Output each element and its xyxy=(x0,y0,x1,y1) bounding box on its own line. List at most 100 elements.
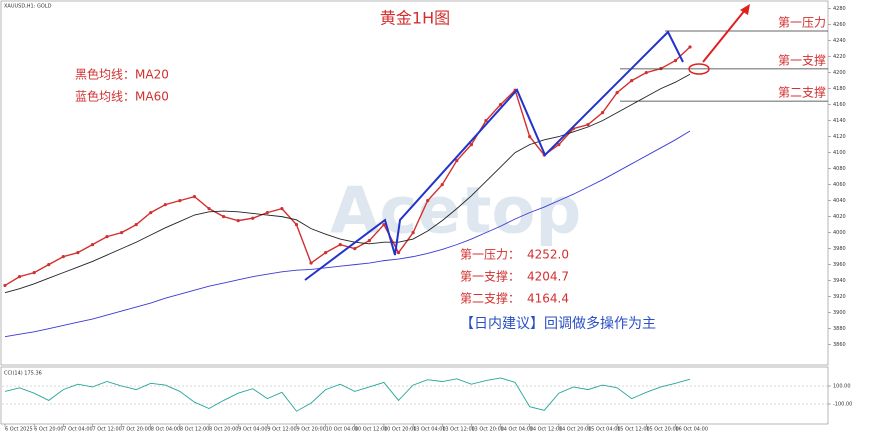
x-tick-label: 10 Oct 20:00 xyxy=(384,427,417,433)
y-tick-label: 3880 xyxy=(833,326,846,332)
y-tick-label: 4180 xyxy=(833,86,846,92)
price-point xyxy=(353,247,357,251)
price-point xyxy=(178,199,182,203)
advice: 【日内建议】回调做多操作为主 xyxy=(460,315,656,332)
price-point xyxy=(688,45,692,49)
y-tick-label: 3860 xyxy=(833,342,846,348)
x-tick-label: 14 Oct 20:00 xyxy=(559,427,592,433)
price-point xyxy=(644,71,648,75)
price-point xyxy=(61,255,65,259)
price-point xyxy=(615,91,619,95)
circle-marker xyxy=(688,63,710,75)
x-tick-label: 7 Oct 04:00 xyxy=(63,427,92,433)
x-tick-label: 10 Oct 12:00 xyxy=(355,427,388,433)
y-tick-label: 4120 xyxy=(833,134,846,140)
price-point xyxy=(411,231,415,235)
x-tick-label: 8 Oct 20:00 xyxy=(209,427,238,433)
price-point xyxy=(673,59,678,63)
y-tick-label: 4060 xyxy=(833,182,846,188)
x-tick-label: 16 Oct 04:00 xyxy=(675,427,708,433)
series-line xyxy=(4,130,691,338)
x-tick-label: 14 Oct 04:00 xyxy=(501,427,534,433)
symbol: XAUUSD,H1: GOLD xyxy=(4,4,52,10)
price-point xyxy=(236,219,240,223)
cci-title: CCI(14) 175.36 xyxy=(4,371,42,377)
y-tick-label: 4100 xyxy=(833,150,846,156)
y-tick-label: 4040 xyxy=(833,198,846,204)
price-point xyxy=(251,216,255,220)
legend-text: 黑色均线：MA20 xyxy=(75,68,169,82)
watermark: Acetop xyxy=(330,175,581,249)
y-tick-label: 4160 xyxy=(833,102,846,108)
price-point xyxy=(149,211,153,215)
series-line xyxy=(4,46,691,287)
price-point xyxy=(469,143,473,147)
level-name: 第一压力 xyxy=(778,16,826,30)
y-tick-label: 3960 xyxy=(833,262,846,268)
y-tick-label: 4000 xyxy=(833,230,846,236)
price-point xyxy=(426,199,430,203)
price-point xyxy=(207,207,211,211)
y-tick-label: 3940 xyxy=(833,278,846,284)
price-point xyxy=(134,223,138,227)
level-caption: 第一支撑： xyxy=(460,269,520,284)
y-tick-label: 3900 xyxy=(833,310,846,316)
price-point xyxy=(32,271,36,275)
x-tick-label: 15 Oct 04:00 xyxy=(588,427,621,433)
price-point xyxy=(265,211,269,215)
price-point xyxy=(163,203,167,207)
price-point xyxy=(47,263,51,267)
price-point xyxy=(586,123,590,127)
price-point xyxy=(3,283,7,288)
price-point xyxy=(222,215,226,219)
level-caption: 第一压力： xyxy=(460,248,520,262)
y-tick-label: 4240 xyxy=(833,38,846,44)
series-line xyxy=(4,377,691,412)
y-tick-label: 4140 xyxy=(833,118,846,124)
price-point xyxy=(630,79,634,83)
level-name: 第一支撑 xyxy=(778,52,826,67)
price-point xyxy=(367,239,371,243)
y-tick-label: -100.00 xyxy=(833,402,852,408)
chart-title: 黄金1H图 xyxy=(380,9,450,28)
x-tick-label: 8 Oct 04:00 xyxy=(151,427,180,433)
plot: 3860 3880 3900 3920 3940 3960 3980 4000 4020 4040… xyxy=(2,6,852,433)
x-tick-label: 9 Oct 20:00 xyxy=(296,427,325,433)
y-tick-label: 100.00 xyxy=(833,384,851,390)
price-point xyxy=(455,159,459,163)
price-point xyxy=(324,251,328,255)
level-caption: 第二支撑： xyxy=(460,291,520,306)
price-point xyxy=(396,251,401,255)
price-point xyxy=(309,261,313,265)
y-tick-label: 3920 xyxy=(833,294,846,300)
price-point xyxy=(338,243,342,247)
price-point xyxy=(498,103,503,107)
price-point xyxy=(528,135,532,139)
legend-text: 蓝色均线：MA60 xyxy=(75,90,169,104)
price-point xyxy=(192,195,197,199)
price-point xyxy=(105,235,109,239)
price-point xyxy=(557,143,561,147)
x-tick-label: 15 Oct 12:00 xyxy=(617,427,650,433)
level-name: 第二支撑 xyxy=(778,85,826,100)
price-point xyxy=(382,223,386,227)
x-tick-label: 10 Oct 04:00 xyxy=(326,427,359,433)
x-tick-label: 6 Oct 2025 xyxy=(5,427,33,433)
x-tick-label: 14 Oct 12:00 xyxy=(530,427,563,433)
y-tick-label: 4020 xyxy=(833,214,846,220)
y-tick-label: 3980 xyxy=(833,246,846,252)
level-value: 4164.4 xyxy=(527,292,569,306)
x-tick-label: 15 Oct 20:00 xyxy=(646,427,679,433)
price-point xyxy=(17,275,22,279)
zigzag-arrow xyxy=(304,30,684,281)
price-point xyxy=(119,231,124,235)
y-tick-label: 4080 xyxy=(833,166,846,172)
y-tick-label: 4260 xyxy=(833,22,846,28)
x-tick-label: 6 Oct 20:00 xyxy=(34,427,63,433)
level-value: 4252.0 xyxy=(527,248,569,262)
price-point xyxy=(294,223,299,227)
price-frame xyxy=(0,0,829,366)
x-tick-label: 8 Oct 12:00 xyxy=(180,427,209,433)
